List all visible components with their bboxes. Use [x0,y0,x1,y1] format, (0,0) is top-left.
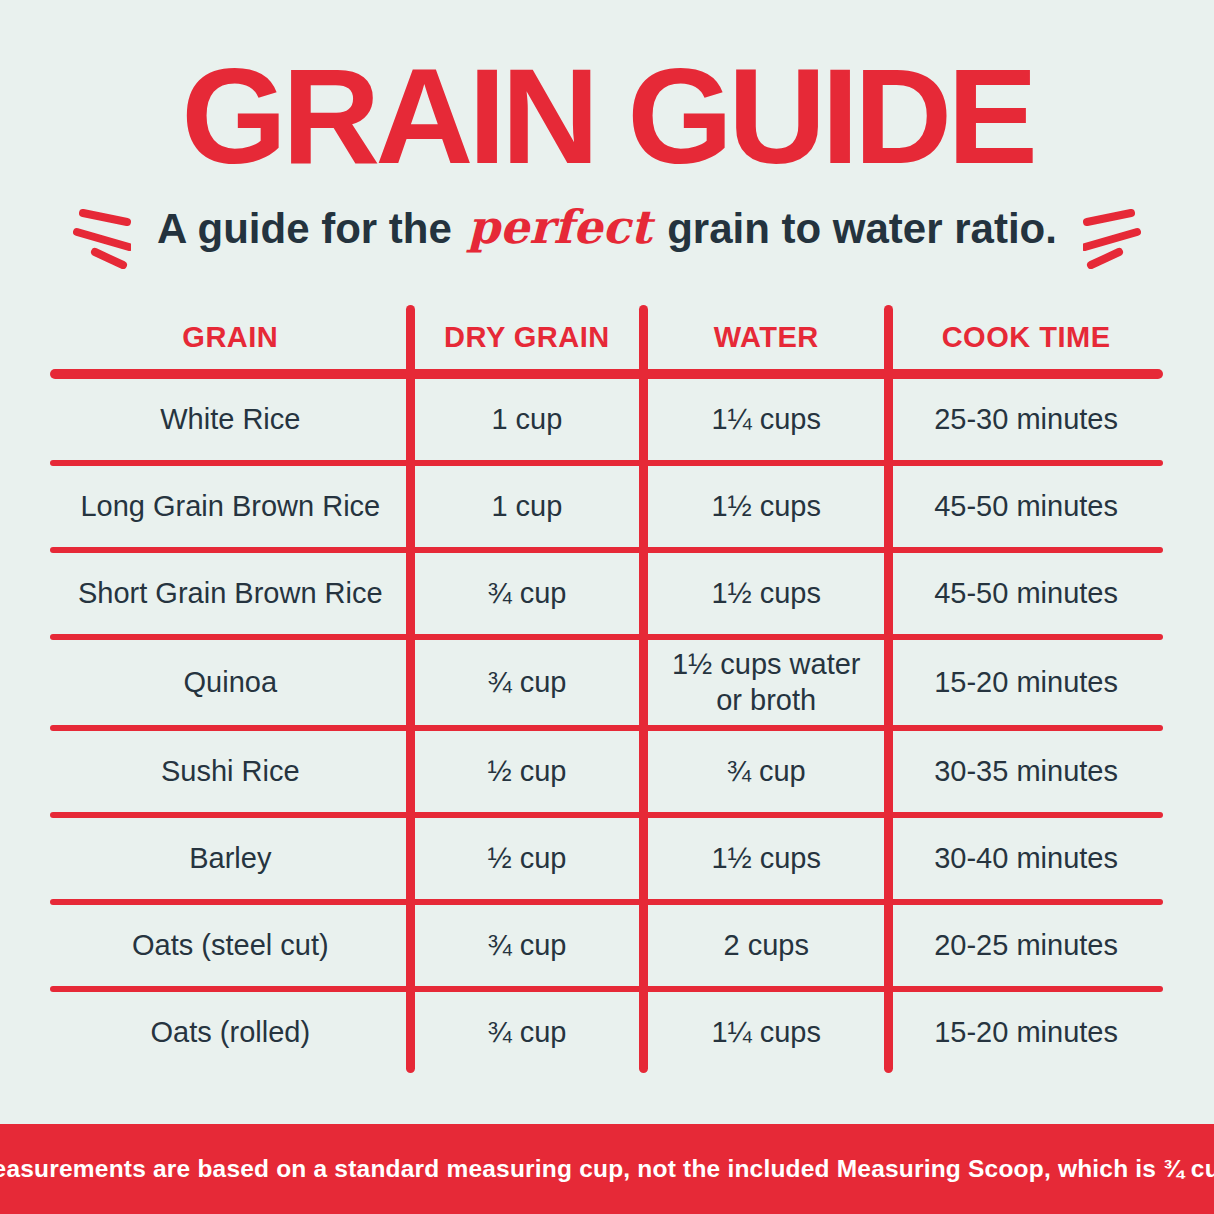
table-row: Short Grain Brown Rice ¾ cup 1½ cups 45-… [50,553,1163,634]
cell-grain: Oats (steel cut) [50,927,411,963]
cell-water: 1¼ cups [643,1014,889,1050]
cell-dry-grain: ¾ cup [411,1014,644,1050]
cell-grain: White Rice [50,401,411,437]
cell-water: 2 cups [643,927,889,963]
cell-grain: Long Grain Brown Rice [50,488,411,524]
cell-cook-time: 30-40 minutes [889,840,1163,876]
table-row: White Rice 1 cup 1¼ cups 25-30 minutes [50,379,1163,460]
subtitle-prefix: A guide for the [157,205,452,252]
cell-cook-time: 20-25 minutes [889,927,1163,963]
table-row: Barley ½ cup 1½ cups 30-40 minutes [50,818,1163,899]
cell-water: ¾ cup [643,753,889,789]
page-title: GRAIN GUIDE [0,48,1214,184]
emphasis-dashes-left-icon [73,205,131,269]
table-row: Long Grain Brown Rice 1 cup 1½ cups 45-5… [50,466,1163,547]
table-row: Oats (rolled) ¾ cup 1¼ cups 15-20 minute… [50,992,1163,1073]
subtitle-row: A guide for the perfect grain to water r… [0,196,1214,258]
cell-water: 1¼ cups [643,401,889,437]
column-header-grain: GRAIN [50,319,411,355]
cell-water: 1½ cups water or broth [643,646,889,719]
cell-cook-time: 15-20 minutes [889,664,1163,700]
cell-cook-time: 15-20 minutes [889,1014,1163,1050]
cell-water: 1½ cups [643,575,889,611]
subtitle: A guide for the perfect grain to water r… [157,200,1057,254]
cell-grain: Barley [50,840,411,876]
footer-note-bar: Measurements are based on a standard mea… [0,1124,1214,1214]
cell-dry-grain: 1 cup [411,488,644,524]
cell-dry-grain: ¾ cup [411,927,644,963]
table-row: Quinoa ¾ cup 1½ cups water or broth 15-2… [50,640,1163,725]
column-header-dry-grain: DRY GRAIN [411,319,644,355]
table-header-row: GRAIN DRY GRAIN WATER COOK TIME [50,305,1163,369]
cell-cook-time: 25-30 minutes [889,401,1163,437]
cell-cook-time: 45-50 minutes [889,575,1163,611]
cell-dry-grain: ¾ cup [411,575,644,611]
cell-grain: Quinoa [50,664,411,700]
subtitle-highlight: perfect [464,200,656,254]
table-row: Sushi Rice ½ cup ¾ cup 30-35 minutes [50,731,1163,812]
subtitle-suffix: grain to water ratio. [667,205,1057,252]
grain-table: GRAIN DRY GRAIN WATER COOK TIME White Ri… [50,305,1163,1073]
grain-guide-poster: GRAIN GUIDE A guide for the perfect grai… [0,0,1214,1214]
cell-dry-grain: 1 cup [411,401,644,437]
emphasis-dashes-right-icon [1083,205,1141,269]
footer-note: Measurements are based on a standard mea… [0,1155,1214,1183]
cell-grain: Oats (rolled) [50,1014,411,1050]
cell-cook-time: 30-35 minutes [889,753,1163,789]
header-underline [50,369,1163,379]
column-header-cook-time: COOK TIME [889,319,1163,355]
column-divider-line [884,305,893,1073]
cell-grain: Short Grain Brown Rice [50,575,411,611]
cell-dry-grain: ½ cup [411,840,644,876]
column-header-water: WATER [643,319,889,355]
cell-grain: Sushi Rice [50,753,411,789]
column-divider-line [406,305,415,1073]
column-divider-line [639,305,648,1073]
cell-cook-time: 45-50 minutes [889,488,1163,524]
cell-water: 1½ cups [643,840,889,876]
cell-dry-grain: ½ cup [411,753,644,789]
cell-water: 1½ cups [643,488,889,524]
cell-dry-grain: ¾ cup [411,664,644,700]
table-row: Oats (steel cut) ¾ cup 2 cups 20-25 minu… [50,905,1163,986]
